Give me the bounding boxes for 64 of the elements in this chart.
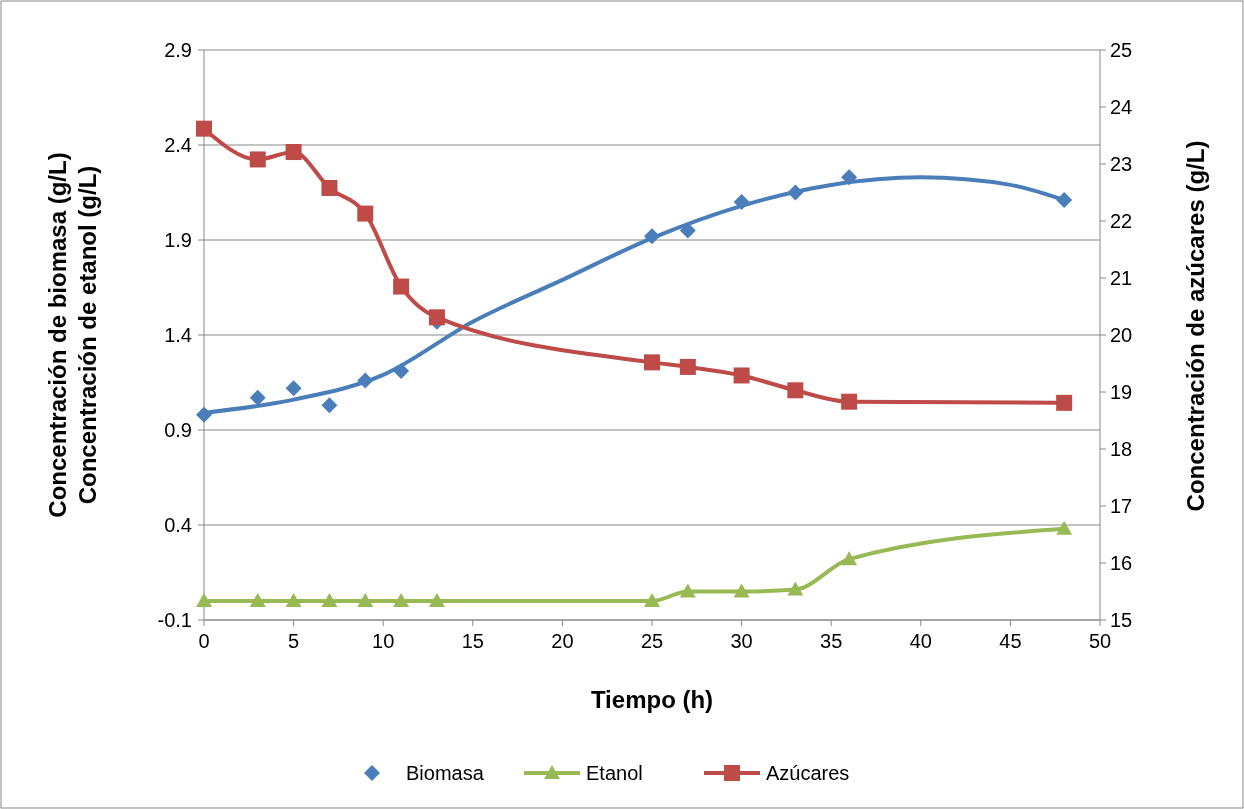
y2-tick-label: 20 xyxy=(1110,324,1133,346)
y2-tick-label: 17 xyxy=(1110,495,1133,517)
legend-label: Azúcares xyxy=(766,762,850,784)
legend-label: Etanol xyxy=(586,762,643,784)
y2-tick-label: 19 xyxy=(1110,381,1133,403)
point xyxy=(196,120,212,137)
point xyxy=(249,389,266,406)
point xyxy=(1056,520,1073,535)
x-tick-label: 5 xyxy=(288,630,300,652)
y2-tick-label: 16 xyxy=(1110,552,1133,574)
point xyxy=(285,593,302,607)
legend-label: Biomasa xyxy=(406,762,485,784)
y2-tick-label: 15 xyxy=(1110,609,1133,631)
y-tick-label: -0.1 xyxy=(157,609,192,631)
x-axis-title: Tiempo (h) xyxy=(590,686,714,713)
point xyxy=(787,382,804,399)
point xyxy=(249,151,266,168)
point xyxy=(393,278,410,295)
point xyxy=(428,309,445,326)
point xyxy=(787,581,804,596)
point xyxy=(285,380,302,397)
point xyxy=(393,593,410,607)
y2-tick-label: 18 xyxy=(1110,438,1133,460)
y2-axis-title: Concentración de azúcares (g/L) xyxy=(1182,140,1209,512)
point xyxy=(679,358,696,375)
x-tick-label: 50 xyxy=(1088,630,1112,652)
y2-tick-label: 25 xyxy=(1110,39,1133,61)
point xyxy=(733,583,750,598)
point xyxy=(733,367,750,384)
point xyxy=(1056,394,1073,411)
y-tick-label: 2.4 xyxy=(164,134,192,156)
y2-tick-label: 22 xyxy=(1110,210,1133,232)
y-tick-label: 1.4 xyxy=(164,324,192,346)
point xyxy=(644,593,660,607)
point xyxy=(249,593,266,607)
y-axis-title: Concentración de biomasa (g/L) Concentración de etanol (g/L) xyxy=(44,152,101,518)
point xyxy=(841,393,858,410)
point xyxy=(679,583,696,598)
y-tick-label: 0.9 xyxy=(164,419,192,441)
y-tick-label: 1.9 xyxy=(164,229,192,251)
x-tick-label: 30 xyxy=(730,630,753,652)
x-tick-label: 0 xyxy=(198,630,210,652)
point xyxy=(644,354,660,371)
point xyxy=(321,179,338,196)
point xyxy=(841,551,858,566)
point xyxy=(285,144,302,161)
y-tick-label: 2.9 xyxy=(164,39,192,61)
point xyxy=(321,397,338,414)
x-tick-label: 25 xyxy=(640,630,664,652)
point xyxy=(357,593,374,607)
point xyxy=(321,593,338,607)
x-tick-label: 35 xyxy=(820,630,843,652)
point xyxy=(196,593,212,607)
x-tick-label: 40 xyxy=(909,630,932,652)
x-tick-label: 10 xyxy=(372,630,395,652)
y-tick-label: 0.4 xyxy=(164,514,192,536)
y2-tick-label: 24 xyxy=(1110,96,1133,118)
point xyxy=(357,205,374,222)
x-tick-label: 45 xyxy=(999,630,1022,652)
y2-tick-label: 21 xyxy=(1110,267,1133,289)
x-tick-label: 20 xyxy=(551,630,574,652)
x-tick-label: 15 xyxy=(461,630,484,652)
point xyxy=(428,593,445,607)
y2-tick-label: 23 xyxy=(1110,153,1133,175)
